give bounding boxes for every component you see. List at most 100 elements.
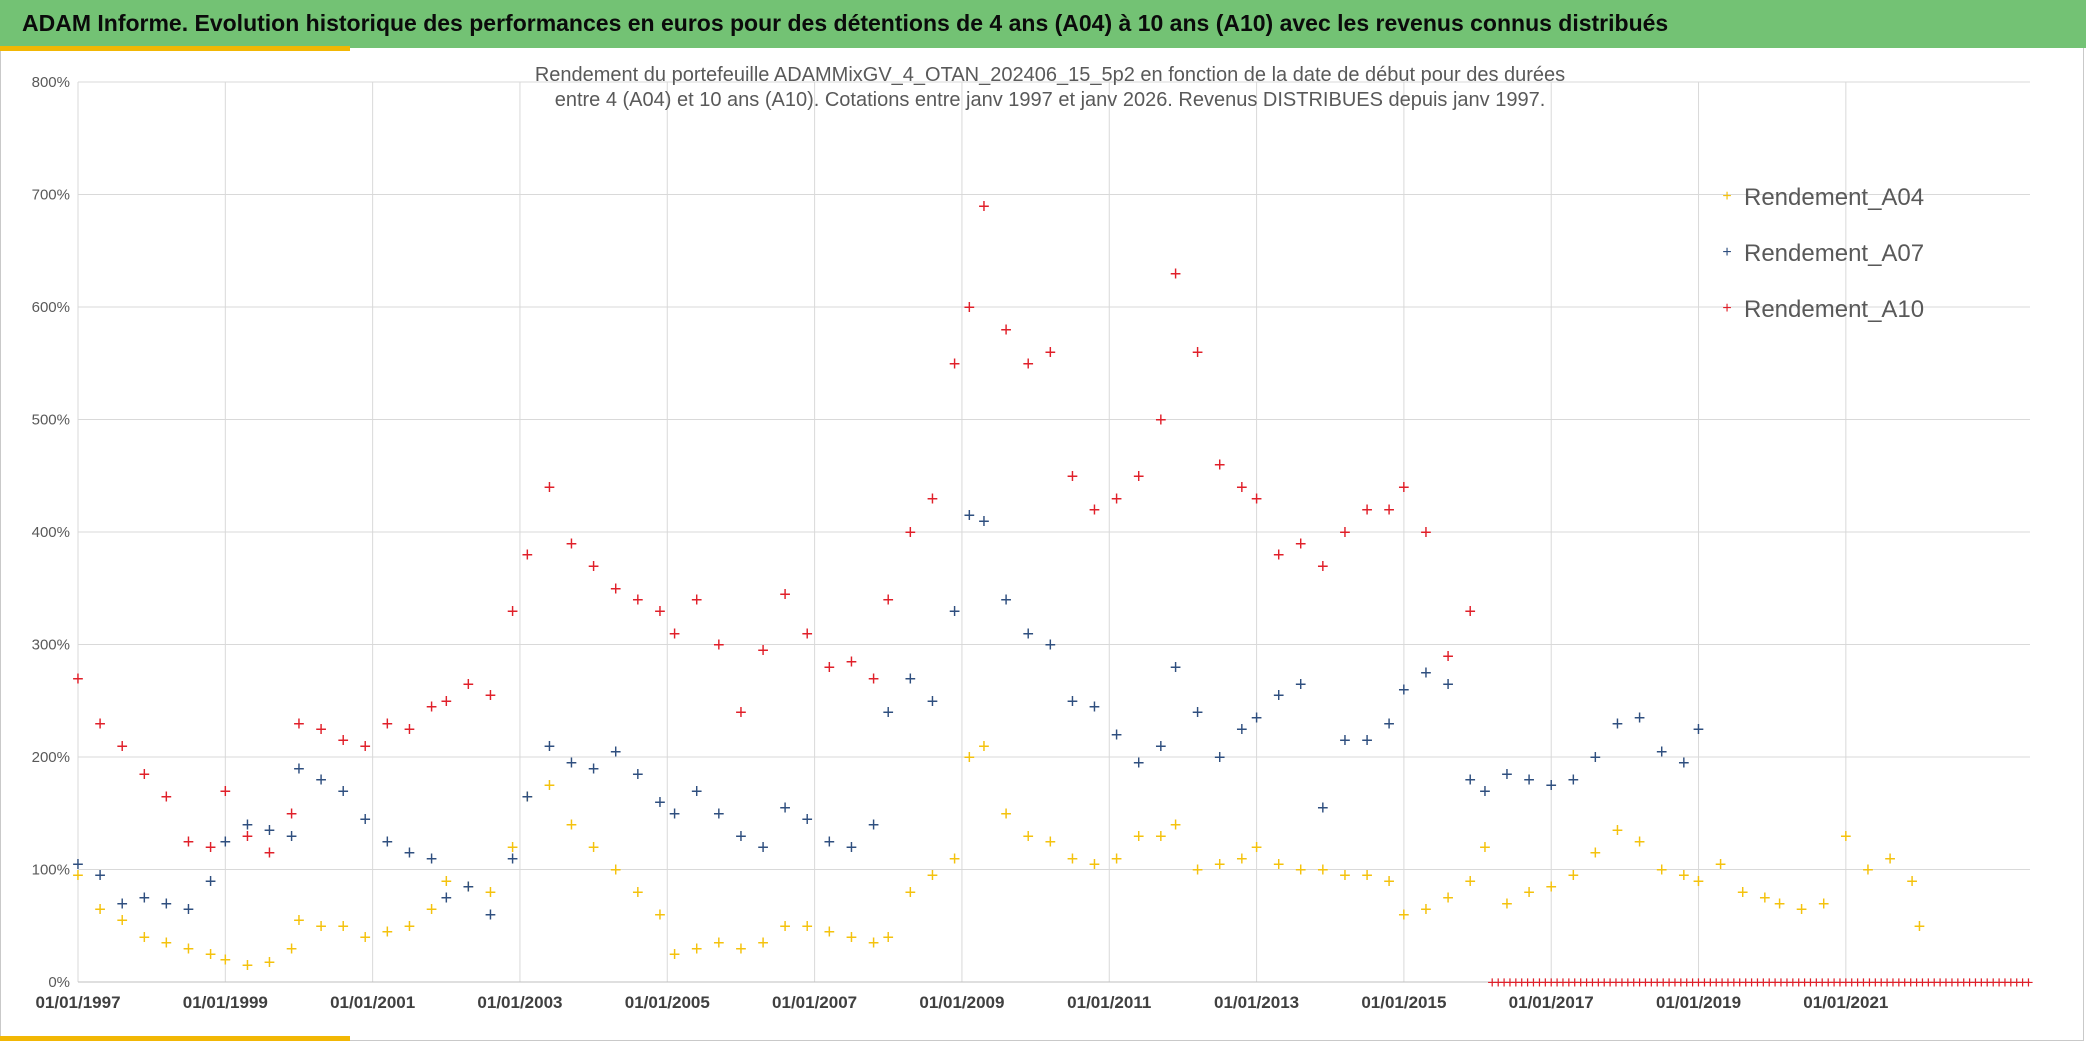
- data-point: +: [1044, 831, 1056, 853]
- data-point: +: [1273, 545, 1285, 567]
- zero-band-point: +: [1576, 973, 1586, 992]
- zero-band-point: +: [1764, 973, 1774, 992]
- data-point: +: [359, 736, 371, 758]
- data-point: +: [1067, 466, 1079, 488]
- data-point: +: [161, 893, 173, 915]
- data-point: +: [669, 623, 681, 645]
- zero-band-point: +: [1747, 973, 1757, 992]
- y-axis-ticks: 0% 100% 200% 300% 400% 500% 600% 700% 800%: [32, 74, 70, 991]
- data-point: +: [1862, 860, 1874, 882]
- y-tick-label: 0%: [48, 974, 70, 991]
- data-point: +: [521, 786, 533, 808]
- zero-band-point: +: [1670, 973, 1680, 992]
- zero-band: ++++++++++++++++++++++++++++++++++++++++…: [1487, 973, 2033, 992]
- data-point: +: [1656, 741, 1668, 763]
- zero-band-point: +: [1599, 973, 1609, 992]
- zero-band-point: +: [1864, 973, 1874, 992]
- data-point: +: [485, 882, 497, 904]
- legend-marker: +: [1722, 244, 1731, 261]
- zero-band-point: +: [1888, 973, 1898, 992]
- data-point: +: [846, 927, 858, 949]
- data-point: +: [1590, 843, 1602, 865]
- zero-band-point: +: [1917, 973, 1927, 992]
- data-point: +: [1273, 854, 1285, 876]
- data-point: +: [963, 747, 975, 769]
- legend-label: Rendement_A07: [1744, 240, 1924, 267]
- zero-band-point: +: [1794, 973, 1804, 992]
- data-point: +: [1251, 708, 1263, 730]
- zero-band-point: +: [1511, 973, 1521, 992]
- legend-label: Rendement_A04: [1744, 184, 1924, 211]
- data-point: +: [205, 944, 217, 966]
- data-point: +: [1111, 488, 1123, 510]
- data-point: +: [485, 685, 497, 707]
- y-tick-label: 500%: [32, 412, 70, 429]
- zero-band-point: +: [1923, 973, 1933, 992]
- data-point: +: [1170, 815, 1182, 837]
- zero-band-point: +: [1735, 973, 1745, 992]
- zero-band-point: +: [1499, 973, 1509, 992]
- zero-band-point: +: [1882, 973, 1892, 992]
- zero-band-point: +: [1487, 973, 1497, 992]
- data-point: +: [713, 933, 725, 955]
- data-point: +: [927, 488, 939, 510]
- data-point: +: [404, 719, 416, 741]
- zero-band-point: +: [1723, 973, 1733, 992]
- y-tick-label: 200%: [32, 749, 70, 766]
- data-point: +: [72, 865, 84, 887]
- data-point: +: [1545, 775, 1557, 797]
- zero-band-point: +: [1646, 973, 1656, 992]
- data-point: +: [116, 893, 128, 915]
- data-point: +: [1914, 916, 1926, 938]
- zero-band-point: +: [1517, 973, 1527, 992]
- data-point: +: [1442, 888, 1454, 910]
- y-tick-label: 700%: [32, 187, 70, 204]
- data-point: +: [1133, 466, 1145, 488]
- data-point: +: [1089, 696, 1101, 718]
- zero-band-point: +: [1676, 973, 1686, 992]
- zero-band-point: +: [1853, 973, 1863, 992]
- data-point: +: [507, 601, 519, 623]
- data-point: +: [868, 668, 880, 690]
- zero-band-point: +: [1788, 973, 1798, 992]
- zero-band-point: +: [1652, 973, 1662, 992]
- data-point: +: [426, 848, 438, 870]
- legend-marker: +: [1722, 188, 1731, 205]
- zero-band-point: +: [1988, 973, 1998, 992]
- x-tick-label: 01/01/2001: [330, 993, 415, 1012]
- data-point: +: [846, 651, 858, 673]
- zero-band-point: +: [1546, 973, 1556, 992]
- data-point: +: [669, 944, 681, 966]
- data-point: +: [1464, 770, 1476, 792]
- data-point: +: [949, 353, 961, 375]
- data-point: +: [1884, 848, 1896, 870]
- zero-band-point: +: [1965, 973, 1975, 992]
- data-point: +: [882, 927, 894, 949]
- data-point: +: [544, 736, 556, 758]
- data-point: +: [359, 809, 371, 831]
- data-point: +: [1273, 685, 1285, 707]
- data-point: +: [1192, 342, 1204, 364]
- data-point: +: [1000, 803, 1012, 825]
- data-point: +: [426, 899, 438, 921]
- x-tick-label: 01/01/1997: [35, 993, 120, 1012]
- data-point: +: [757, 933, 769, 955]
- data-point: +: [978, 196, 990, 218]
- zero-band-point: +: [1705, 973, 1715, 992]
- data-point: +: [440, 691, 452, 713]
- data-point: +: [1339, 865, 1351, 887]
- data-point: +: [1545, 876, 1557, 898]
- data-point: +: [219, 950, 231, 972]
- zero-band-point: +: [1611, 973, 1621, 992]
- data-point: +: [735, 938, 747, 960]
- data-point: +: [1317, 556, 1329, 578]
- data-point: +: [1044, 342, 1056, 364]
- data-point: +: [1170, 657, 1182, 679]
- data-point: +: [382, 713, 394, 735]
- data-point: +: [1420, 663, 1432, 685]
- data-point: +: [1818, 893, 1830, 915]
- data-point: +: [1317, 798, 1329, 820]
- data-point: +: [1501, 764, 1513, 786]
- data-point: +: [963, 297, 975, 319]
- data-point: +: [632, 590, 644, 612]
